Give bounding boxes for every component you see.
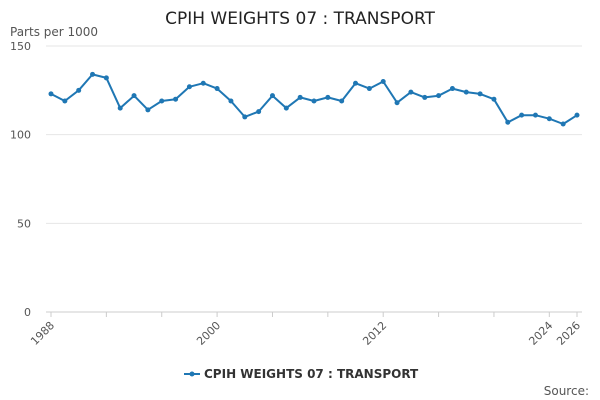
data-point[interactable] bbox=[186, 84, 192, 90]
x-tick-label: 1988 bbox=[28, 319, 57, 348]
data-point[interactable] bbox=[256, 109, 262, 115]
data-point[interactable] bbox=[353, 80, 359, 86]
data-point[interactable] bbox=[228, 98, 234, 104]
x-tick-label: 2026 bbox=[554, 319, 583, 348]
data-point[interactable] bbox=[242, 114, 248, 120]
data-point[interactable] bbox=[283, 105, 289, 111]
data-point[interactable] bbox=[297, 94, 303, 100]
data-point[interactable] bbox=[339, 98, 345, 104]
data-point[interactable] bbox=[505, 119, 511, 125]
data-point[interactable] bbox=[477, 91, 483, 97]
y-tick-label: 100 bbox=[10, 129, 31, 142]
data-point[interactable] bbox=[560, 121, 566, 127]
data-point[interactable] bbox=[214, 86, 220, 92]
x-tick-label: 2024 bbox=[526, 319, 555, 348]
y-tick-label: 150 bbox=[10, 40, 31, 53]
data-point[interactable] bbox=[380, 78, 386, 84]
data-point[interactable] bbox=[422, 94, 428, 100]
x-tick-label: 2012 bbox=[360, 319, 389, 348]
data-point[interactable] bbox=[145, 107, 151, 113]
data-point[interactable] bbox=[491, 96, 497, 102]
y-tick-label: 50 bbox=[17, 217, 31, 230]
y-tick-label: 0 bbox=[24, 306, 31, 319]
x-tick-label: 2000 bbox=[194, 319, 223, 348]
data-point[interactable] bbox=[76, 87, 82, 93]
y-tick-labels: 0 50 100 150 bbox=[10, 40, 31, 319]
data-point[interactable] bbox=[449, 86, 455, 92]
source-label: Source: bbox=[544, 384, 589, 398]
data-point[interactable] bbox=[103, 75, 109, 81]
data-point[interactable] bbox=[546, 116, 552, 122]
data-point[interactable] bbox=[436, 93, 442, 99]
legend-label: CPIH WEIGHTS 07 : TRANSPORT bbox=[204, 367, 419, 381]
data-point[interactable] bbox=[311, 98, 317, 104]
data-point[interactable] bbox=[90, 71, 96, 77]
legend-swatch-marker bbox=[189, 371, 195, 377]
data-point[interactable] bbox=[269, 93, 275, 99]
data-point[interactable] bbox=[131, 93, 137, 99]
legend[interactable]: CPIH WEIGHTS 07 : TRANSPORT bbox=[184, 367, 419, 381]
data-point[interactable] bbox=[173, 96, 179, 102]
data-point[interactable] bbox=[532, 112, 538, 118]
chart-title: CPIH WEIGHTS 07 : TRANSPORT bbox=[165, 9, 435, 29]
data-point[interactable] bbox=[117, 105, 123, 111]
data-point[interactable] bbox=[62, 98, 68, 104]
data-point[interactable] bbox=[325, 94, 331, 100]
data-point[interactable] bbox=[48, 91, 54, 97]
data-point[interactable] bbox=[463, 89, 469, 95]
y-axis-label: Parts per 1000 bbox=[10, 25, 98, 39]
data-point[interactable] bbox=[519, 112, 525, 118]
data-point[interactable] bbox=[574, 112, 580, 118]
series bbox=[48, 71, 580, 127]
grid bbox=[46, 45, 582, 317]
data-point[interactable] bbox=[408, 89, 414, 95]
data-point[interactable] bbox=[366, 86, 372, 92]
data-point[interactable] bbox=[394, 100, 400, 106]
data-point[interactable] bbox=[159, 98, 165, 104]
data-point[interactable] bbox=[200, 80, 206, 86]
